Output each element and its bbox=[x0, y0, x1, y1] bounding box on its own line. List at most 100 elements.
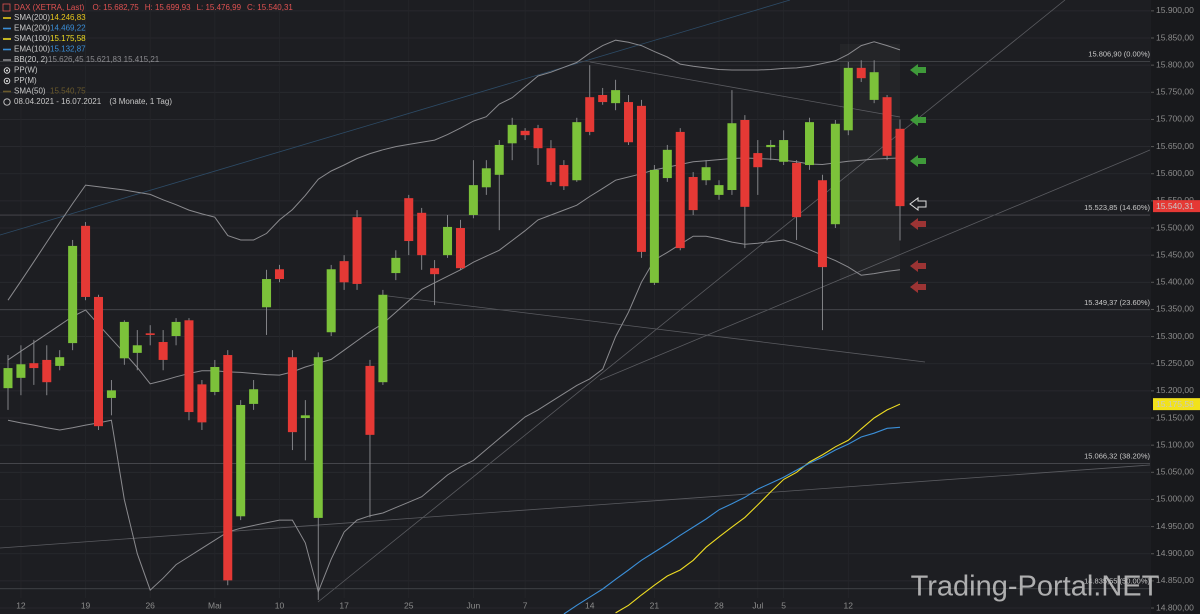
title: DAX (XETRA, Last) bbox=[14, 3, 85, 12]
candle-body bbox=[42, 359, 52, 383]
candle-body bbox=[443, 226, 453, 256]
legend-name: BB(20, 2) bbox=[14, 55, 48, 64]
trendline bbox=[0, 464, 1150, 549]
title-icon bbox=[2, 3, 11, 12]
candle-body bbox=[805, 122, 815, 166]
price-tag-label: 15.540,31 bbox=[1156, 201, 1194, 211]
legend-name: SMA(200) bbox=[14, 13, 50, 22]
candle-body bbox=[16, 364, 26, 378]
candle-body bbox=[520, 130, 530, 136]
candle-body bbox=[507, 124, 517, 144]
candle-body bbox=[158, 342, 168, 360]
candle-body bbox=[546, 148, 556, 182]
legend-value: 14.246,83 bbox=[50, 13, 86, 22]
candle-body bbox=[766, 144, 776, 148]
arrow bbox=[910, 218, 926, 230]
candle-body bbox=[494, 144, 504, 175]
candle-body bbox=[145, 333, 155, 335]
candle-body bbox=[636, 105, 646, 252]
x-tick-label: Jul bbox=[752, 600, 763, 610]
y-tick-label: 15.550,00 bbox=[1156, 195, 1194, 205]
band-line bbox=[7, 235, 901, 594]
y-tick-label: 14.950,00 bbox=[1156, 521, 1194, 531]
candle-body bbox=[339, 261, 349, 283]
candle-body bbox=[585, 97, 595, 132]
y-tick-label: 15.150,00 bbox=[1156, 412, 1194, 422]
axes: 15.900,00 15.850,00 15.800,00 15.750,00 15.7… bbox=[16, 5, 1200, 612]
candle-body bbox=[223, 355, 233, 581]
candle-body bbox=[779, 140, 789, 162]
y-tick-label: 15.800,00 bbox=[1156, 59, 1194, 69]
candle-body bbox=[404, 198, 414, 242]
candle-body bbox=[262, 279, 272, 308]
candle-body bbox=[792, 162, 802, 218]
signal-arrows bbox=[909, 64, 927, 293]
y-tick-label: 15.500,00 bbox=[1156, 222, 1194, 232]
band-line bbox=[7, 157, 901, 385]
y-tick-label: 15.650,00 bbox=[1156, 141, 1194, 151]
level-label: 15.523,85 (14.60%) bbox=[1084, 203, 1150, 212]
candle-body bbox=[274, 269, 284, 280]
band-line bbox=[7, 39, 901, 301]
legend-icon-dot bbox=[6, 69, 8, 72]
candle-body bbox=[869, 72, 879, 100]
legend-name: PP(W) bbox=[14, 66, 38, 75]
x-tick-label: 25 bbox=[404, 600, 414, 610]
level-label: 15.066,32 (38.20%) bbox=[1084, 451, 1150, 460]
candle-body bbox=[843, 67, 853, 131]
legend: DAX (XETRA, Last) O: 15.682,75 H: 15.699,… bbox=[2, 3, 293, 106]
y-tick-label: 15.350,00 bbox=[1156, 304, 1194, 314]
candle-body bbox=[572, 122, 582, 181]
candle-body bbox=[29, 363, 39, 369]
indicator-line bbox=[615, 403, 901, 614]
trendline bbox=[387, 295, 926, 363]
legend-icon bbox=[3, 67, 11, 74]
arrow bbox=[910, 260, 926, 272]
y-tick-label: 15.900,00 bbox=[1156, 5, 1194, 15]
legend-entry: PP(W) bbox=[14, 66, 38, 75]
period: 08.04.2021 - 16.07.2021 (3 Monate, 1 Tag… bbox=[14, 97, 172, 106]
candle-body bbox=[3, 368, 13, 389]
candle-body bbox=[132, 345, 142, 353]
trendlines bbox=[0, 0, 1150, 603]
candle-body bbox=[93, 296, 103, 427]
legend-value: 14.469,22 bbox=[50, 24, 86, 33]
quote-value: L: 15.476,99 bbox=[197, 3, 242, 12]
price-tag bbox=[1153, 398, 1200, 411]
candle-body bbox=[300, 415, 310, 419]
candle-body bbox=[210, 366, 220, 392]
quote-value: O: 15.682,75 bbox=[92, 3, 139, 12]
y-tick-label: 15.600,00 bbox=[1156, 168, 1194, 178]
indicators bbox=[7, 39, 901, 614]
candle-body bbox=[753, 153, 763, 168]
candle-body bbox=[598, 95, 608, 103]
quote-value: C: 15.540,31 bbox=[247, 3, 293, 12]
arrow bbox=[910, 64, 926, 76]
x-tick-label: Mai bbox=[208, 600, 222, 610]
y-tick-label: 14.800,00 bbox=[1156, 602, 1194, 612]
y-tick-label: 14.900,00 bbox=[1156, 548, 1194, 558]
candle-body bbox=[106, 390, 116, 398]
legend-name: EMA(100) bbox=[14, 45, 50, 54]
x-tick-label: 17 bbox=[339, 600, 349, 610]
x-tick-label: 28 bbox=[714, 600, 724, 610]
candle-body bbox=[417, 212, 427, 256]
legend-entry: EMA(100)15.132,87 bbox=[14, 45, 86, 54]
candle-body bbox=[287, 357, 297, 433]
candle-body bbox=[481, 168, 491, 188]
candle-body bbox=[326, 269, 336, 333]
candle-body bbox=[313, 357, 323, 518]
candle-body bbox=[55, 357, 65, 366]
indicator-line bbox=[563, 426, 901, 614]
y-tick-label: 15.400,00 bbox=[1156, 277, 1194, 287]
legend-name: PP(M) bbox=[14, 76, 37, 85]
price-tag bbox=[1153, 200, 1200, 213]
x-tick-label: 7 bbox=[523, 600, 528, 610]
candle-body bbox=[455, 228, 465, 269]
period-note: (3 Monate, 1 Tag) bbox=[109, 97, 172, 106]
candle-body bbox=[352, 217, 362, 284]
legend-icon-dot bbox=[6, 80, 8, 82]
candle-body bbox=[701, 167, 711, 181]
candle-body bbox=[171, 321, 181, 337]
y-tick-label: 15.850,00 bbox=[1156, 32, 1194, 42]
